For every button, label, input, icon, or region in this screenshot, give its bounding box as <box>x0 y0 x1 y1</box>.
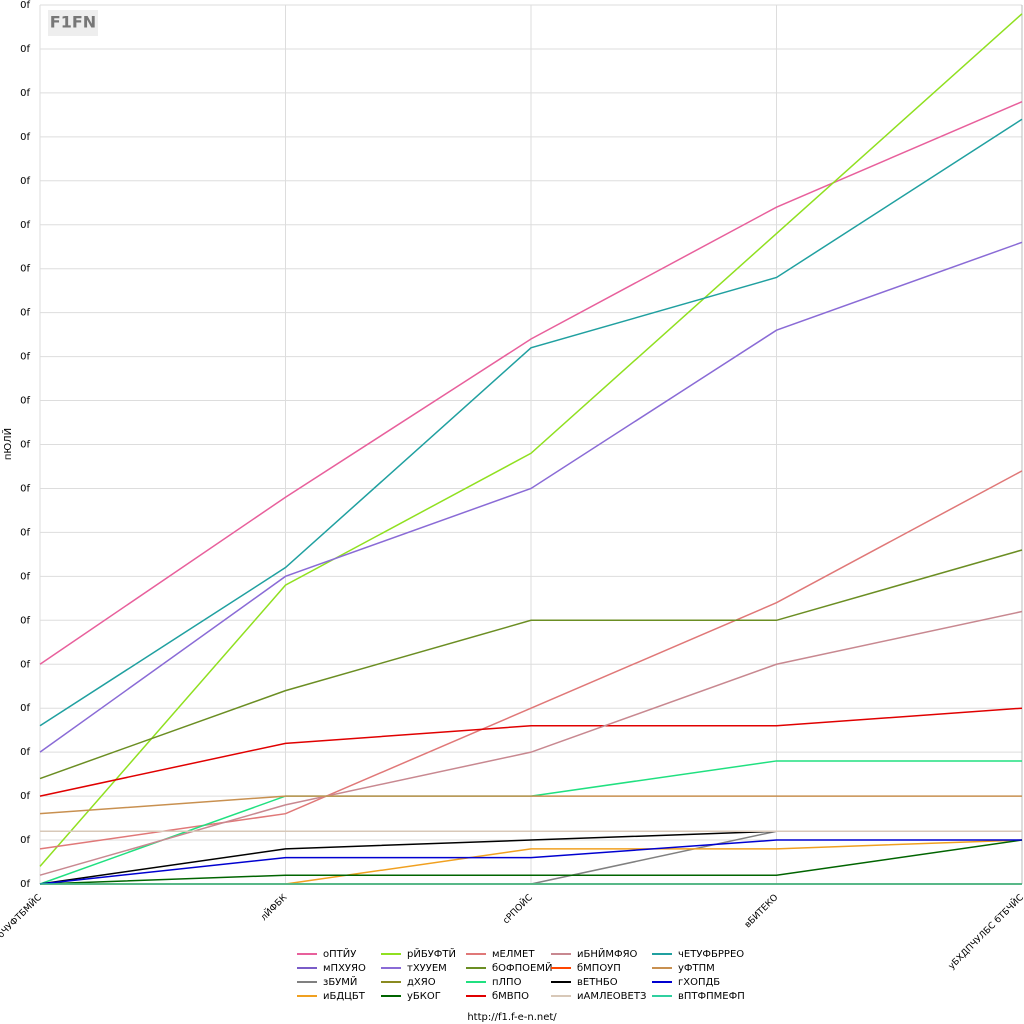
y-tick-label: 0f <box>20 615 30 626</box>
y-tick-label: 0f <box>20 659 30 670</box>
x-tick-label: вБИТЕКО <box>743 893 780 930</box>
y-tick-label: 0f <box>20 703 30 714</box>
x-tick-label: уБХДПЧУЛБС бТБЧЙС <box>946 891 1024 971</box>
series-line <box>39 118 1023 727</box>
y-tick-label: 0f <box>20 176 30 187</box>
series-line <box>285 839 1023 885</box>
legend-label: бМПОУП <box>577 963 621 974</box>
legend-label: мЕЛМЕТ <box>492 949 535 960</box>
series-line <box>39 839 1023 885</box>
legend-label: иБНЙМФЯО <box>577 947 638 960</box>
legend-label: дХЯО <box>407 977 436 988</box>
legend-label: уБКОГ <box>407 991 441 1002</box>
x-tick-label: бЧУФТБМЙС <box>0 891 44 940</box>
x-tick-label: лЙФБК <box>258 891 290 923</box>
series-line <box>39 610 1023 876</box>
legend-label: зБУМЙ <box>323 975 357 988</box>
footer: http://f1.f-e-n.net/ <box>467 1012 557 1023</box>
y-tick-label: 0f <box>20 132 30 143</box>
y-tick-label: 0f <box>20 44 30 55</box>
y-tick-label: 0f <box>20 747 30 758</box>
y-tick-label: 0f <box>20 0 30 11</box>
legend-label: бОФПОЕМЙ <box>492 961 552 974</box>
series-line <box>39 839 1022 885</box>
y-axis-label: пЮЛЙ <box>1 428 14 460</box>
y-tick-label: 0f <box>20 308 30 319</box>
legend-label: бМВПО <box>492 991 529 1002</box>
y-tick-label: 0f <box>20 879 30 890</box>
logo: F1FN <box>50 13 96 32</box>
legend-label: иАМЛЕОВЕТЗ <box>577 991 646 1002</box>
y-tick-label: 0f <box>20 835 30 846</box>
y-tick-label: 0f <box>20 571 30 582</box>
logo-box <box>48 10 98 36</box>
legend-label: оПТЙУ <box>323 947 356 960</box>
y-tick-label: 0f <box>20 440 30 451</box>
series-line <box>39 241 1023 753</box>
series-line <box>39 101 1023 665</box>
series-line <box>39 707 1023 797</box>
legend-label: уФТПМ <box>678 963 715 974</box>
y-tick-label: 0f <box>20 264 30 275</box>
legend-label: иБДЦБТ <box>323 991 366 1002</box>
y-tick-label: 0f <box>20 791 30 802</box>
legend-label: вЕТНБО <box>577 977 618 988</box>
series-line <box>39 13 1023 867</box>
legend-label: гХОПДБ <box>678 977 720 988</box>
legend-label: вПТФПМЕФП <box>678 991 745 1002</box>
legend-label: мПХУЯО <box>323 963 366 974</box>
y-tick-label: 0f <box>20 483 30 494</box>
legend-label: пЛПО <box>492 977 522 988</box>
y-tick-label: 0f <box>20 396 30 407</box>
series-line <box>39 549 1023 780</box>
legend-label: рЙБУФТЙ <box>407 947 456 960</box>
y-tick-label: 0f <box>20 527 30 538</box>
y-tick-label: 0f <box>20 352 30 363</box>
y-tick-label: 0f <box>20 88 30 99</box>
x-tick-label: сРПОЙС <box>500 891 535 926</box>
legend-label: тХУУЕМ <box>407 963 447 974</box>
legend-label: чЕТУФБРРЕО <box>678 949 744 960</box>
series-line <box>39 795 1022 815</box>
y-tick-label: 0f <box>20 220 30 231</box>
